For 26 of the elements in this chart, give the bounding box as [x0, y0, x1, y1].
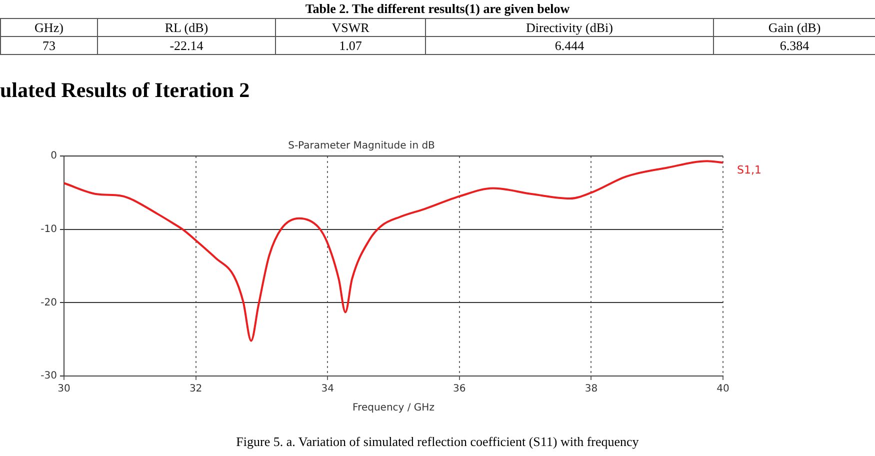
- y-tick-label: -30: [40, 370, 57, 382]
- text: 6.444: [426, 36, 714, 54]
- text: ulated Results of Iteration 2: [0, 78, 250, 103]
- text: Directivity (dBi): [426, 18, 714, 36]
- x-tick-label: 30: [58, 384, 70, 395]
- text: 1.07: [276, 36, 426, 54]
- text: GHz): [0, 18, 98, 36]
- caption: Figure 5. a. Variation of simulated reflection coefficient (S11) with frequency: [235, 434, 640, 450]
- y-tick-label: 0: [50, 150, 57, 162]
- text: RL (dB): [98, 18, 276, 36]
- series-label: S1,1: [737, 163, 762, 176]
- text: -22.14: [98, 36, 276, 54]
- text: 6.384: [714, 36, 875, 54]
- x-tick-label: 40: [716, 384, 730, 395]
- y-tick-label: -10: [40, 224, 57, 235]
- text: VSWR: [276, 18, 426, 36]
- y-tick-label: -20: [40, 297, 57, 308]
- text: Gain (dB): [714, 18, 875, 36]
- caption: Table 2. The different results(1) are given below: [304, 1, 571, 17]
- x-tick-label: 38: [584, 384, 598, 395]
- x-tick-label: 34: [321, 384, 334, 395]
- text: 73: [0, 36, 98, 54]
- chart-title: S-Parameter Magnitude in dB: [288, 140, 436, 152]
- x-tick-label: 36: [453, 384, 466, 395]
- x-tick-label: 32: [189, 384, 202, 395]
- x-axis-title: Frequency / GHz: [352, 402, 434, 414]
